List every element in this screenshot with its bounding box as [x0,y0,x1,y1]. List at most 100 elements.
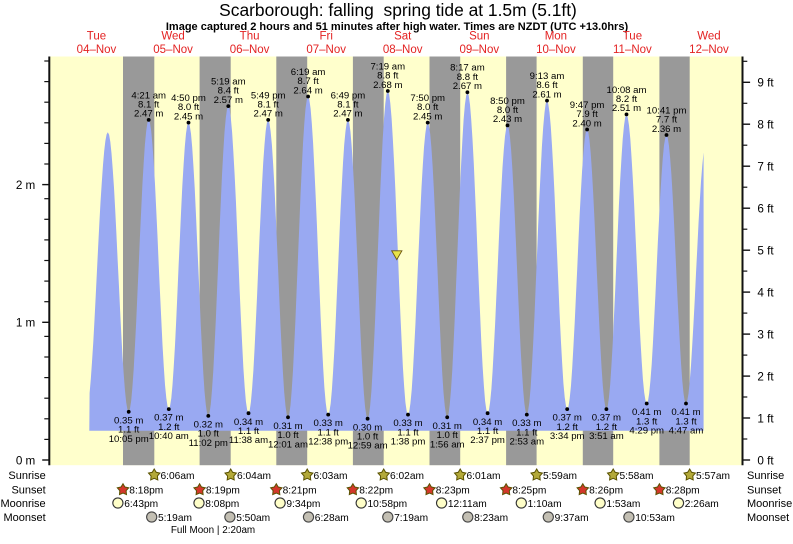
svg-text:09–Nov: 09–Nov [459,44,499,56]
svg-text:1.2 ft: 1.2 ft [158,422,180,433]
svg-text:8:08pm: 8:08pm [205,499,239,510]
svg-text:7.7 ft: 7.7 ft [656,115,678,126]
svg-text:0.33 m: 0.33 m [314,418,343,429]
svg-text:1.1 ft: 1.1 ft [238,426,260,437]
svg-text:3:51 am: 3:51 am [589,431,624,442]
svg-text:4:29 pm: 4:29 pm [629,426,664,437]
svg-text:2.57 m: 2.57 m [214,95,243,106]
svg-text:7.9 ft: 7.9 ft [576,109,598,120]
svg-text:8.7 ft: 8.7 ft [297,76,319,87]
svg-text:8.8 ft: 8.8 ft [377,71,399,82]
svg-text:7:19am: 7:19am [394,513,428,524]
svg-text:9 ft: 9 ft [757,77,774,90]
svg-text:5:19am: 5:19am [158,513,192,524]
svg-text:6:19 am: 6:19 am [291,67,326,78]
svg-text:8:23am: 8:23am [474,513,508,524]
svg-text:6:43pm: 6:43pm [124,499,158,510]
svg-text:3:34 pm: 3:34 pm [550,431,585,442]
svg-text:0.37 m: 0.37 m [553,413,582,424]
svg-text:Scarborough: falling spring t: Scarborough: falling spring tide at 1.5m… [219,0,577,20]
svg-text:1.1 ft: 1.1 ft [516,427,538,438]
svg-text:2.68 m: 2.68 m [373,80,402,91]
svg-text:Full Moon | 2:20am: Full Moon | 2:20am [171,525,255,536]
svg-text:0.32 m: 0.32 m [194,420,223,431]
svg-text:0.37 m: 0.37 m [592,413,621,424]
svg-text:0.33 m: 0.33 m [393,418,422,429]
svg-text:6:06am: 6:06am [161,471,195,482]
svg-text:1.0 ft: 1.0 ft [437,430,459,441]
svg-text:Sun: Sun [469,31,489,43]
svg-text:6 ft: 6 ft [757,203,774,216]
svg-text:Sunrise: Sunrise [8,470,45,482]
svg-text:9:13 am: 9:13 am [530,71,565,82]
svg-text:2.45 m: 2.45 m [413,111,442,122]
svg-text:0.33 m: 0.33 m [512,418,541,429]
svg-text:2.64 m: 2.64 m [293,85,322,96]
svg-text:10:58pm: 10:58pm [368,499,408,510]
svg-text:6:02am: 6:02am [390,471,424,482]
svg-text:2 m: 2 m [16,179,35,192]
svg-text:12:59 am: 12:59 am [348,441,388,452]
svg-text:8:19pm: 8:19pm [206,486,240,497]
svg-text:5:59am: 5:59am [543,471,577,482]
svg-text:1.0 ft: 1.0 ft [198,429,220,440]
svg-text:6:01am: 6:01am [467,471,501,482]
svg-text:3 ft: 3 ft [757,328,774,341]
svg-text:2.47 m: 2.47 m [254,109,283,120]
svg-text:8:28pm: 8:28pm [666,486,700,497]
svg-text:0.37 m: 0.37 m [154,413,183,424]
svg-text:5 ft: 5 ft [757,245,774,258]
svg-text:2 ft: 2 ft [757,370,774,383]
svg-text:0.34 m: 0.34 m [234,417,263,428]
svg-text:8.0 ft: 8.0 ft [497,105,519,116]
svg-text:2:53 am: 2:53 am [509,437,544,448]
svg-text:7:19 am: 7:19 am [370,61,405,72]
svg-text:5:57am: 5:57am [696,471,730,482]
svg-text:1:10am: 1:10am [528,499,562,510]
svg-text:Moonrise: Moonrise [747,498,792,510]
svg-text:4:47 am: 4:47 am [669,426,704,437]
svg-text:Mon: Mon [545,31,567,43]
svg-text:Moonset: Moonset [747,512,789,524]
svg-text:Tue: Tue [623,31,642,43]
svg-text:8.6 ft: 8.6 ft [536,80,558,91]
svg-text:Moonrise: Moonrise [0,498,45,510]
svg-text:2.40 m: 2.40 m [572,118,601,129]
svg-text:5:19 am: 5:19 am [211,77,246,88]
svg-text:1.0 ft: 1.0 ft [357,432,379,443]
svg-text:10:40 am: 10:40 am [149,431,189,442]
svg-text:2:37 pm: 2:37 pm [470,435,505,446]
svg-text:8.1 ft: 8.1 ft [337,100,359,111]
svg-text:10–Nov: 10–Nov [536,44,576,56]
svg-text:Image captured 2 hours and 51: Image captured 2 hours and 51 minutes af… [166,21,629,33]
svg-text:1:38 pm: 1:38 pm [391,437,426,448]
svg-text:6:28am: 6:28am [315,513,349,524]
svg-text:2.47 m: 2.47 m [134,109,163,120]
svg-text:1.2 ft: 1.2 ft [596,422,618,433]
svg-text:6:04am: 6:04am [237,471,271,482]
svg-text:Sat: Sat [394,31,412,43]
svg-text:8.1 ft: 8.1 ft [258,100,280,111]
svg-text:2.61 m: 2.61 m [532,89,561,100]
svg-text:2.43 m: 2.43 m [493,114,522,125]
svg-text:5:58am: 5:58am [620,471,654,482]
svg-text:5:49 pm: 5:49 pm [251,90,286,101]
svg-text:8.1 ft: 8.1 ft [138,100,160,111]
svg-text:1:53am: 1:53am [606,499,640,510]
svg-text:0.41 m: 0.41 m [671,407,700,418]
svg-text:Sunset: Sunset [747,485,781,497]
svg-text:1.2 ft: 1.2 ft [557,422,579,433]
svg-text:12:11am: 12:11am [448,499,487,510]
svg-text:0.31 m: 0.31 m [433,421,462,432]
svg-text:7 ft: 7 ft [757,161,774,174]
svg-text:9:37am: 9:37am [555,513,589,524]
svg-text:08–Nov: 08–Nov [383,44,423,56]
svg-text:9:34pm: 9:34pm [286,499,320,510]
svg-text:4:50 pm: 4:50 pm [171,93,206,104]
svg-text:0.41 m: 0.41 m [632,407,661,418]
svg-text:1.1 ft: 1.1 ft [118,425,140,436]
svg-text:9:47 pm: 9:47 pm [570,100,605,111]
svg-text:1.1 ft: 1.1 ft [397,427,419,438]
svg-text:2.51 m: 2.51 m [612,103,641,114]
svg-text:7:50 pm: 7:50 pm [410,93,445,104]
